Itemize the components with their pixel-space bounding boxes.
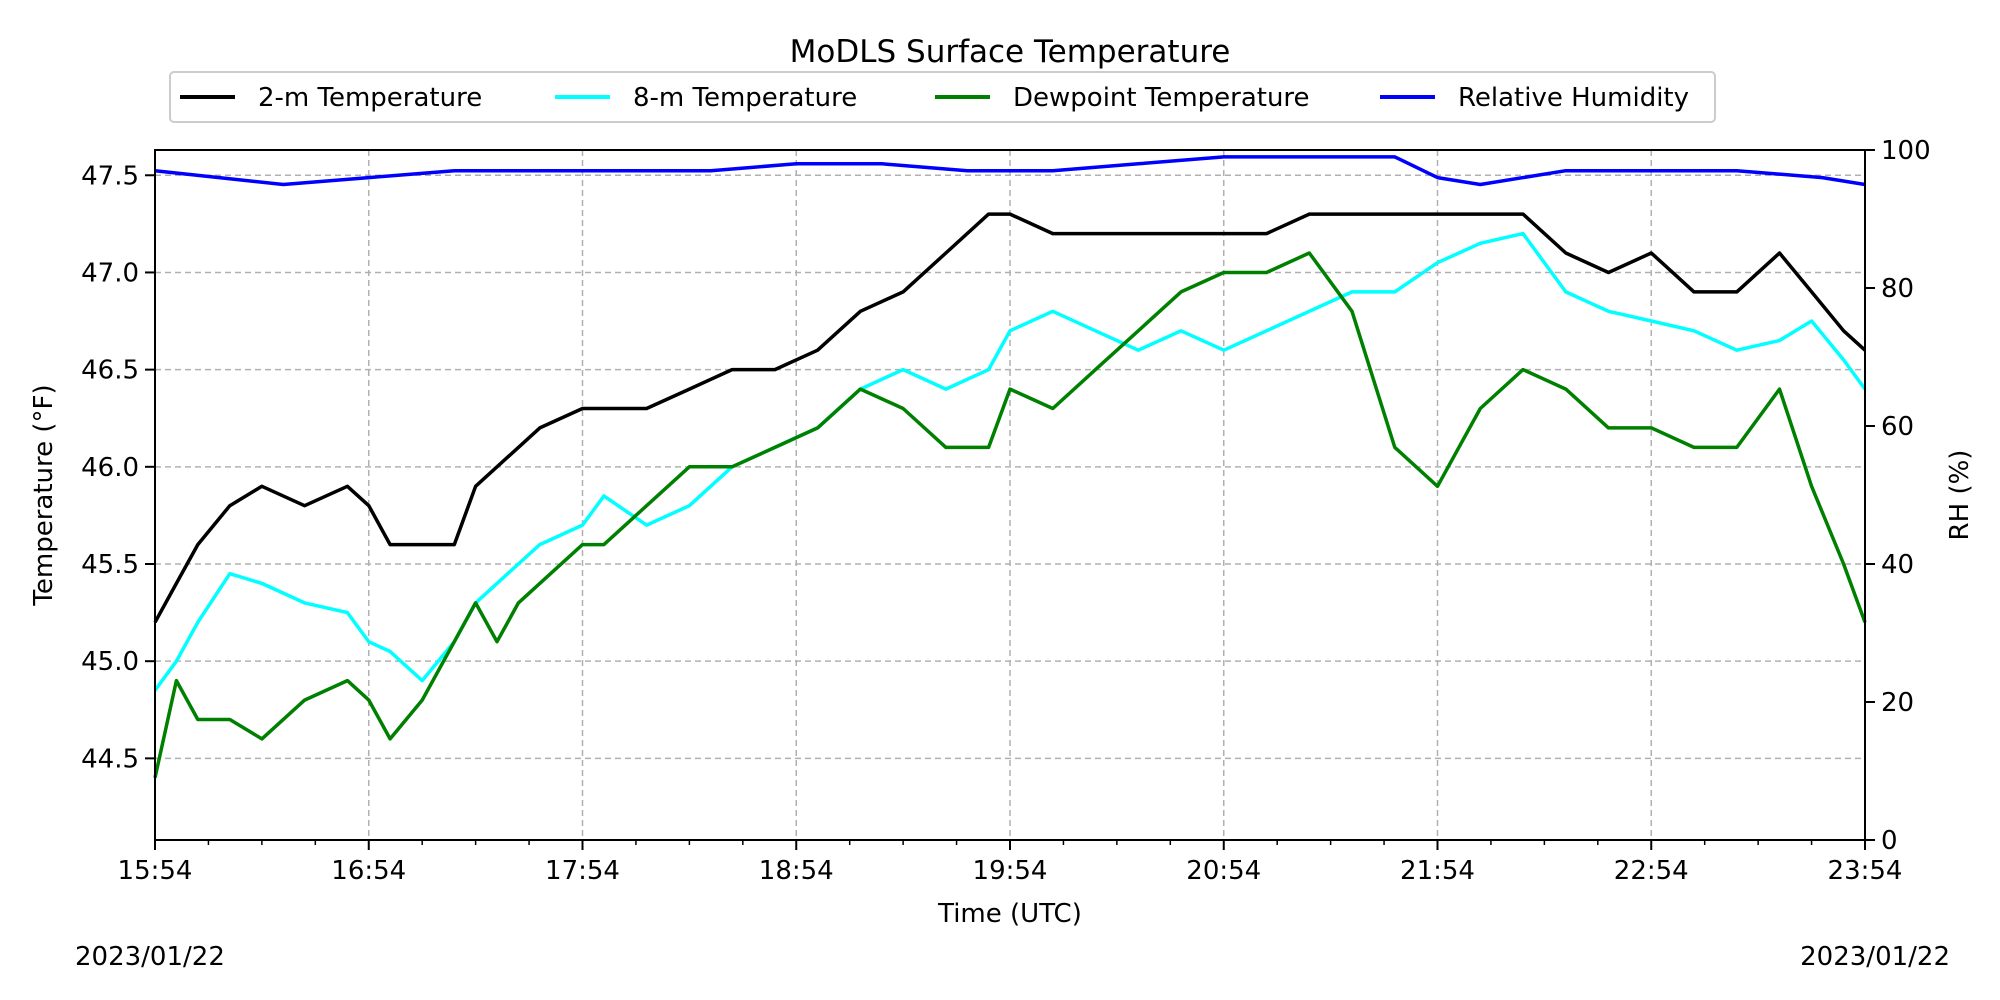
x-tick-label: 21:54 [1400, 856, 1475, 886]
y-tick-label: 46.5 [81, 356, 139, 386]
x-tick-label: 16:54 [331, 856, 406, 886]
date-right: 2023/01/22 [1800, 942, 1950, 972]
grid-lines [155, 150, 1865, 840]
legend-label: Dewpoint Temperature [1013, 83, 1310, 113]
series-line-1 [153, 231, 1867, 692]
x-tick-label: 20:54 [1186, 856, 1261, 886]
y-tick-label: 47.0 [81, 258, 139, 288]
plot-lines [153, 155, 1867, 779]
y2-tick-label: 60 [1881, 412, 1914, 442]
y2-axis-ticks: 0 20 40 60 80 100 [1865, 136, 1931, 856]
series-line-2 [153, 251, 1867, 779]
legend-label: 8-m Temperature [633, 83, 857, 113]
x-tick-label: 19:54 [973, 856, 1048, 886]
x-tick-label: 15:54 [118, 856, 193, 886]
series-line-0 [153, 212, 1867, 624]
y2-tick-label: 100 [1881, 136, 1931, 166]
legend-label: 2-m Temperature [258, 83, 482, 113]
y2-tick-label: 20 [1881, 688, 1914, 718]
y2-tick-label: 40 [1881, 550, 1914, 580]
y-tick-label: 47.5 [81, 161, 139, 191]
x-tick-label: 23:54 [1828, 856, 1903, 886]
y-tick-label: 45.0 [81, 647, 139, 677]
x-tick-label: 18:54 [759, 856, 834, 886]
y-tick-label: 44.5 [81, 744, 139, 774]
x-tick-label: 22:54 [1614, 856, 1689, 886]
x-axis-ticks: 15:54 16:54 17:54 18:54 19:54 20:54 21:54 22:54… [118, 840, 1903, 886]
series-line-3 [154, 155, 1866, 187]
y-axis-label: Temperature (°F) [29, 384, 59, 606]
x-axis-label: Time (UTC) [937, 899, 1082, 929]
y-tick-label: 45.5 [81, 550, 139, 580]
y-axis-ticks: 44.5 45.0 45.5 46.0 46.5 47.0 47.5 [81, 161, 155, 774]
legend-label: Relative Humidity [1458, 83, 1689, 113]
legend: 2-m Temperature 8-m Temperature Dewpoint T… [169, 71, 1716, 123]
y2-tick-label: 80 [1881, 274, 1914, 304]
date-left: 2023/01/22 [75, 942, 225, 972]
y2-axis-label: RH (%) [1945, 450, 1975, 541]
chart-title: MoDLS Surface Temperature [790, 34, 1231, 70]
y2-tick-label: 0 [1881, 826, 1898, 856]
x-tick-label: 17:54 [545, 856, 620, 886]
y-tick-label: 46.0 [81, 453, 139, 483]
